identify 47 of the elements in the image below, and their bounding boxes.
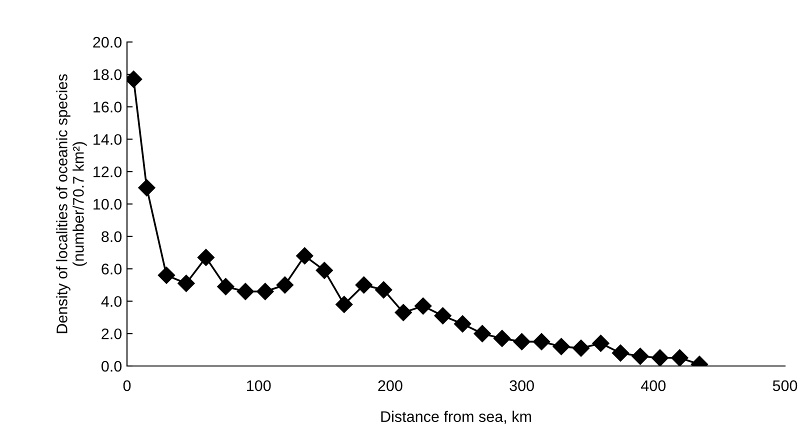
point bbox=[454, 315, 472, 332]
x-tick-label: 200 bbox=[378, 380, 402, 392]
y-tick-label: 10.0 bbox=[94, 198, 122, 210]
point bbox=[513, 333, 530, 350]
y-tick-label: 12.0 bbox=[94, 166, 122, 178]
point bbox=[158, 266, 176, 284]
point bbox=[434, 307, 452, 324]
point bbox=[276, 276, 294, 294]
y-tick-label: 2.0 bbox=[102, 328, 122, 340]
point bbox=[178, 274, 195, 292]
point bbox=[138, 179, 156, 196]
point bbox=[474, 325, 491, 342]
y-tick-label: 6.0 bbox=[102, 264, 122, 274]
x-tick-label: 500 bbox=[772, 380, 798, 392]
x-tick-label: 300 bbox=[510, 380, 534, 392]
x-tick-label: 0 bbox=[123, 380, 131, 392]
point bbox=[651, 349, 669, 366]
y-tick-label: 16.0 bbox=[94, 102, 122, 112]
point bbox=[296, 247, 314, 264]
x-tick-label: 100 bbox=[247, 380, 271, 392]
point bbox=[355, 276, 372, 294]
point bbox=[572, 340, 590, 357]
point bbox=[612, 344, 630, 362]
point bbox=[316, 262, 333, 279]
point bbox=[236, 282, 254, 300]
x-tick-label: 400 bbox=[641, 380, 666, 392]
y-tick-label: 0.0 bbox=[102, 360, 122, 372]
point bbox=[394, 304, 412, 322]
point bbox=[592, 334, 610, 352]
point bbox=[414, 298, 432, 315]
point bbox=[256, 282, 274, 300]
y-tick-label: 4.0 bbox=[101, 296, 122, 307]
y-tick-label: 20.0 bbox=[93, 36, 122, 48]
x-axis-title: Distance from sea, km bbox=[381, 410, 531, 424]
y-tick-label: 14.0 bbox=[94, 134, 122, 145]
point bbox=[632, 348, 649, 365]
point bbox=[552, 338, 570, 356]
y-tick-label: 18.0 bbox=[94, 69, 122, 80]
point bbox=[671, 349, 688, 366]
point bbox=[197, 248, 215, 266]
y-tick-label: 8.0 bbox=[102, 231, 122, 242]
point bbox=[336, 296, 353, 313]
point bbox=[217, 278, 234, 296]
point bbox=[494, 330, 511, 348]
point bbox=[375, 281, 392, 298]
y-axis-title: Density of localities of oceanic species (number/70.7 km²) bbox=[56, 74, 87, 334]
point bbox=[532, 333, 550, 350]
